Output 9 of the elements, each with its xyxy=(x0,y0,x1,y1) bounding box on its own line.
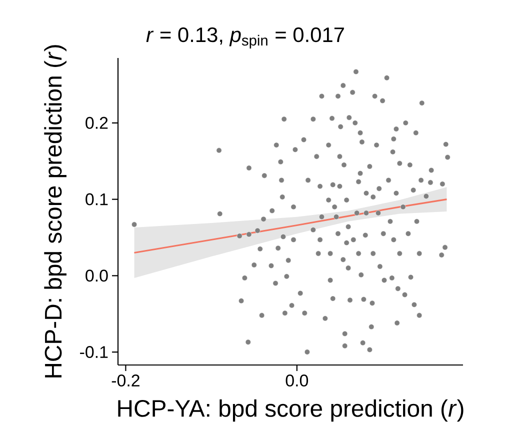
y-tick-label: 0.2 xyxy=(86,116,108,129)
chart-title: r = 0.13, p$_{spin}$ = 0.017 xyxy=(146,27,344,48)
y-axis-title: HCP-D: bpd score prediction (r) xyxy=(44,45,66,378)
y-tick-label: 0.0 xyxy=(86,270,108,282)
x-tick-label: -0.2 xyxy=(112,374,140,387)
x-axis-title: HCP-YA: bpd score prediction (r) xyxy=(118,399,464,422)
y-tick-label: -0.1 xyxy=(80,346,108,358)
line-series xyxy=(133,198,448,254)
y-tick-label: 0.1 xyxy=(86,193,108,206)
